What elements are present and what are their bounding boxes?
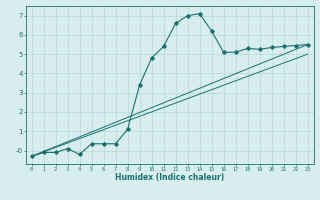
- X-axis label: Humidex (Indice chaleur): Humidex (Indice chaleur): [115, 173, 224, 182]
